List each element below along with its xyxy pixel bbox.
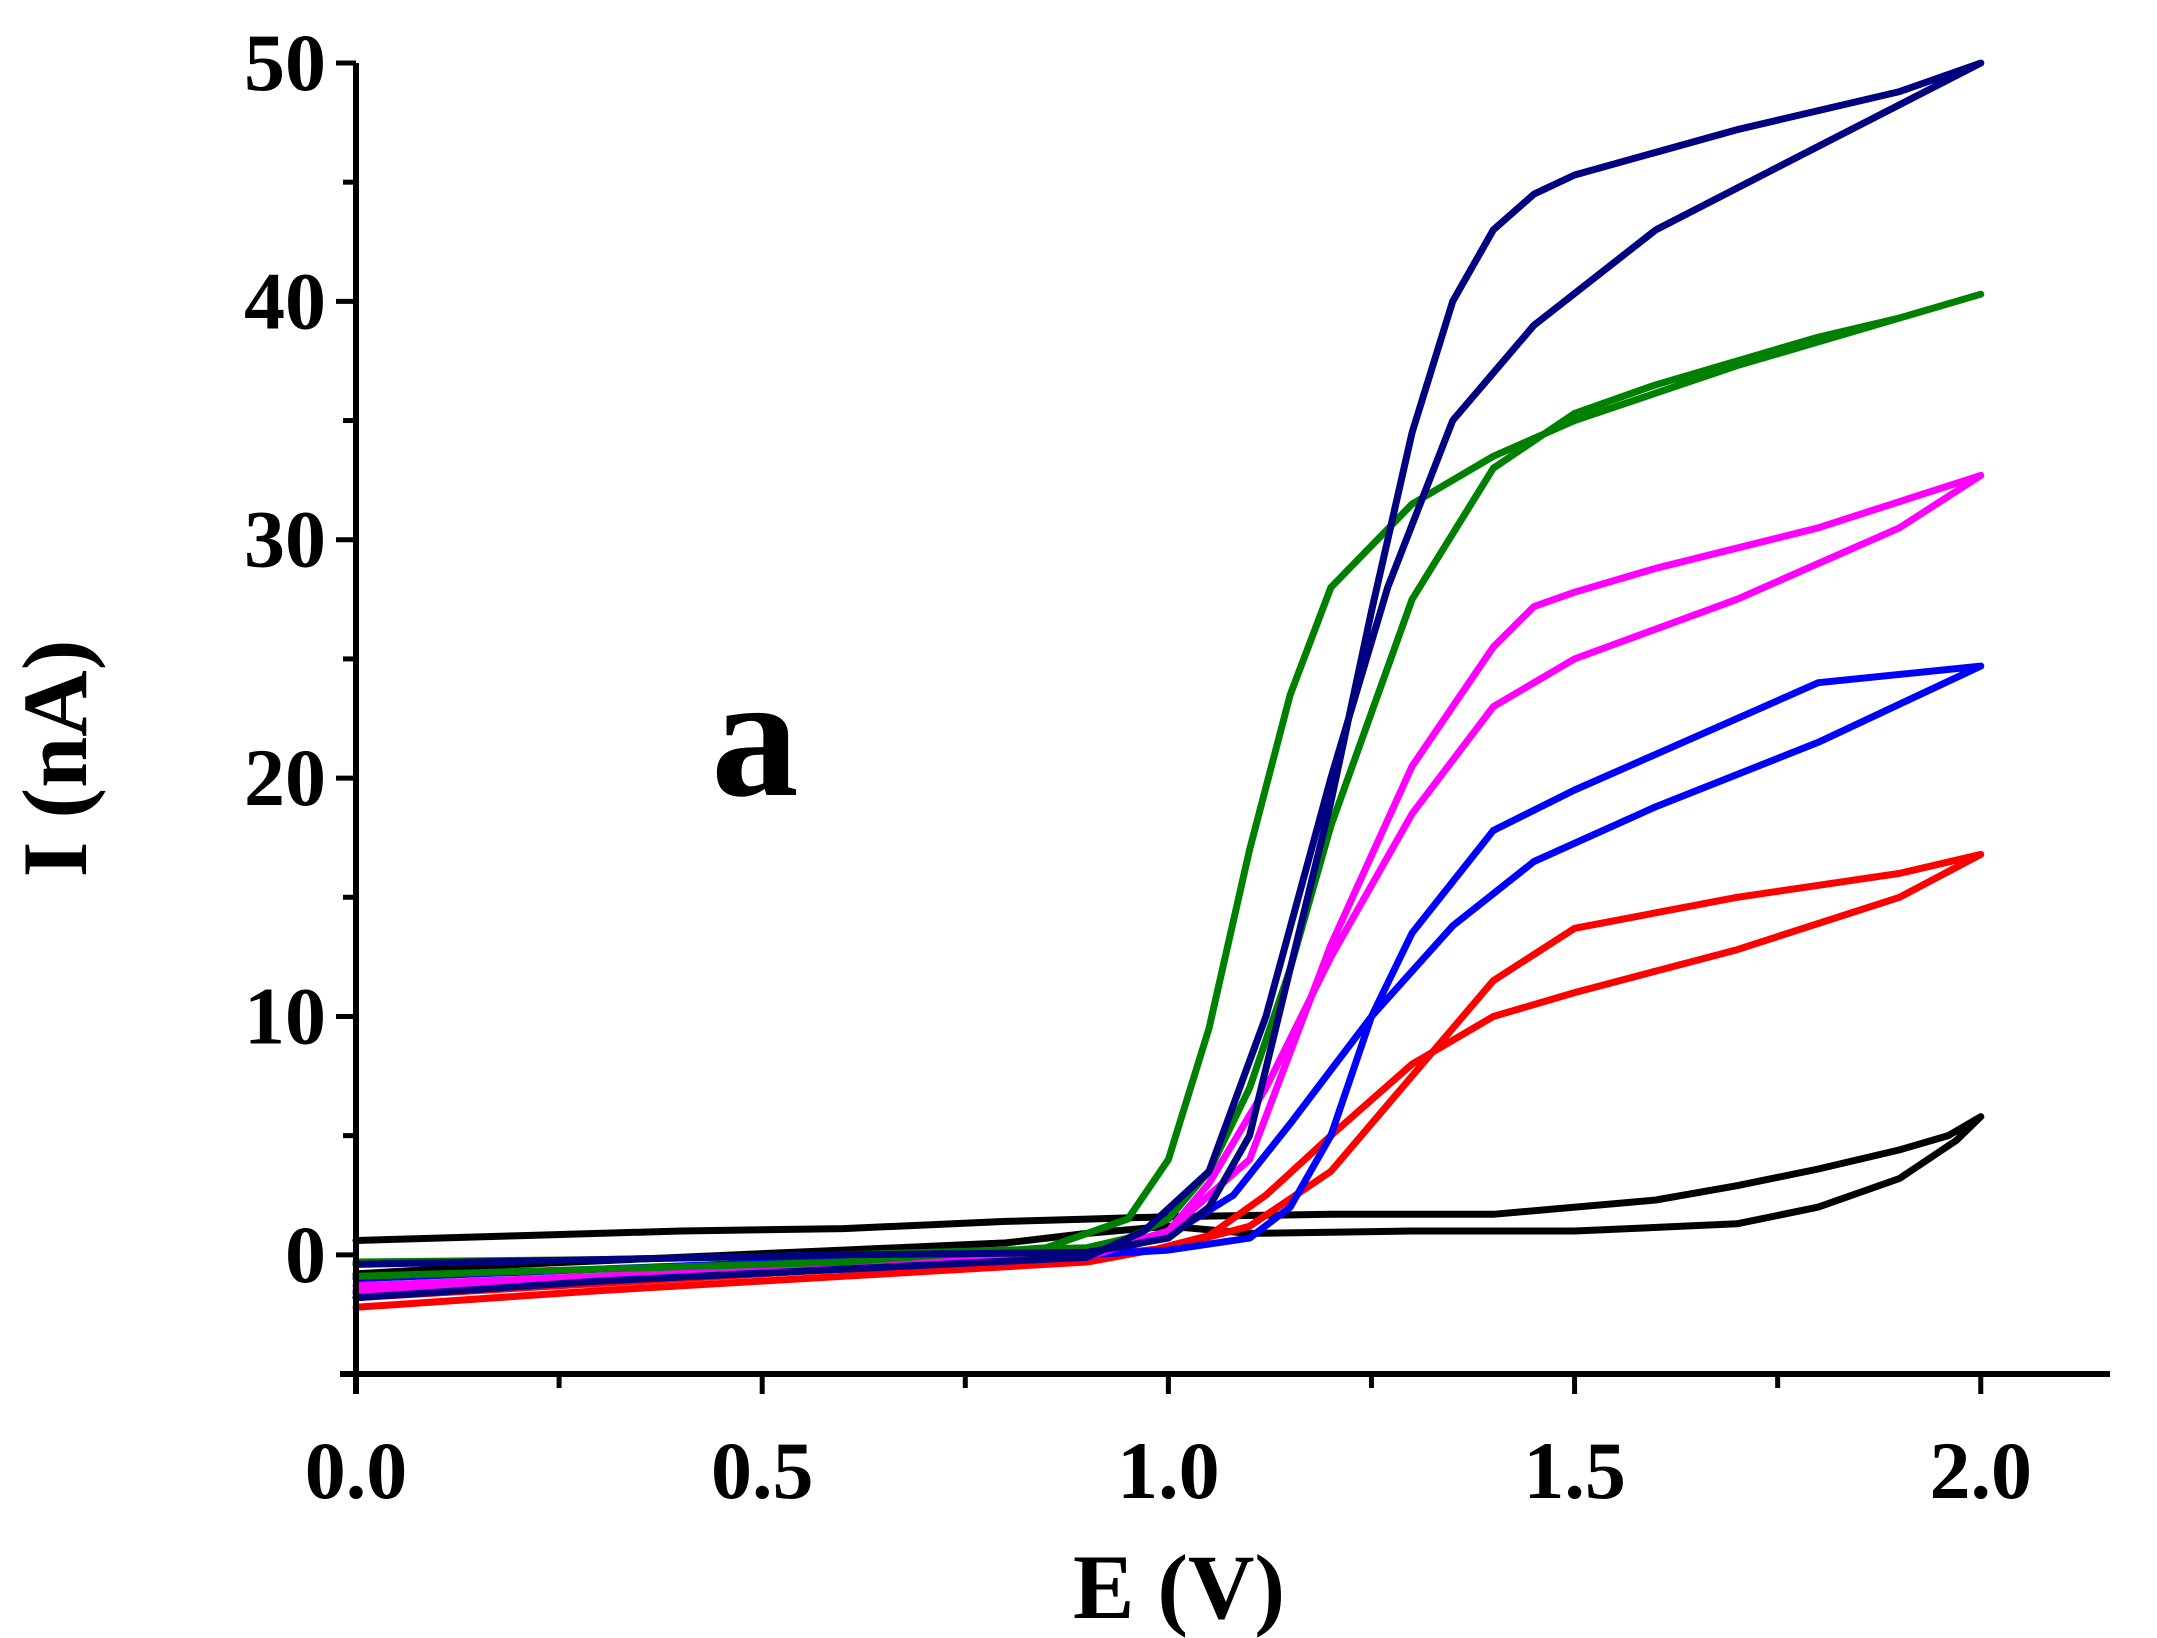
y-tick-label: 50: [244, 17, 326, 108]
x-tick-label: 1.0: [1117, 1425, 1220, 1516]
y-tick-label: 30: [244, 494, 326, 585]
panel-label: a: [711, 639, 799, 833]
y-tick-label: 40: [244, 255, 326, 346]
series-navy: [352, 59, 1985, 1302]
series-blue: [352, 662, 1985, 1297]
y-axis-title: I (nA): [4, 640, 106, 878]
x-tick-label: 2.0: [1930, 1425, 2033, 1516]
x-tick-label: 1.5: [1523, 1425, 1626, 1516]
series-green: [352, 290, 1985, 1280]
x-tick-label: 0.5: [711, 1425, 814, 1516]
axes: [340, 63, 2110, 1394]
x-tick-label: 0.0: [305, 1425, 408, 1516]
y-tick-label: 20: [244, 732, 326, 823]
y-tick-label: 0: [285, 1209, 326, 1300]
series-magenta: [352, 471, 1985, 1295]
series-black: [352, 1113, 1985, 1278]
x-axis-title: E (V): [1073, 1536, 1285, 1638]
series-layer: [352, 59, 1985, 1311]
ticks: 0.0 0.5 1.0 1.5 2.0 0 10 20 30 40 50: [244, 17, 2032, 1516]
y-tick-label: 10: [244, 970, 326, 1061]
